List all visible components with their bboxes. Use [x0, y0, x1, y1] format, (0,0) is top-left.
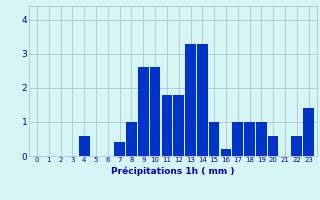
Bar — [209, 122, 220, 156]
Bar — [150, 67, 160, 156]
Bar — [292, 136, 302, 156]
Bar — [162, 95, 172, 156]
Bar — [197, 44, 208, 156]
Bar — [256, 122, 267, 156]
Bar — [126, 122, 137, 156]
X-axis label: Précipitations 1h ( mm ): Précipitations 1h ( mm ) — [111, 166, 235, 176]
Bar — [173, 95, 184, 156]
Bar — [303, 108, 314, 156]
Bar — [138, 67, 148, 156]
Bar — [79, 136, 90, 156]
Bar — [114, 142, 125, 156]
Bar — [220, 149, 231, 156]
Bar — [268, 136, 278, 156]
Bar — [185, 44, 196, 156]
Bar — [244, 122, 255, 156]
Bar — [232, 122, 243, 156]
